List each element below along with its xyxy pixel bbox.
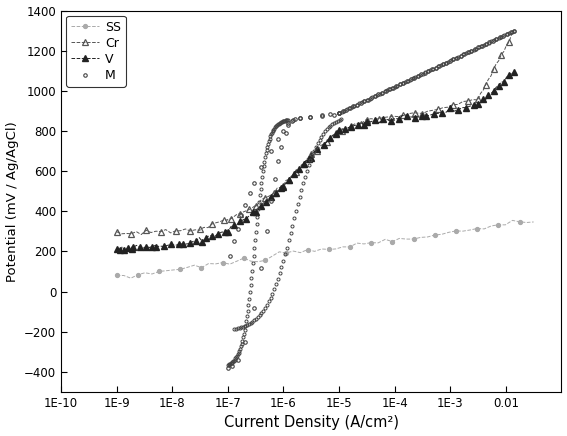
V bbox=[511, 70, 518, 75]
Cr bbox=[225, 217, 231, 222]
Cr bbox=[511, 27, 518, 33]
Cr bbox=[138, 232, 145, 237]
SS bbox=[262, 258, 269, 263]
M bbox=[475, 45, 482, 50]
Legend: SS, Cr, V, M: SS, Cr, V, M bbox=[66, 16, 126, 87]
Y-axis label: Potential (mV / Ag/AgCl): Potential (mV / Ag/AgCl) bbox=[6, 121, 19, 282]
SS bbox=[113, 273, 120, 278]
M bbox=[339, 109, 346, 114]
M bbox=[472, 47, 479, 52]
V bbox=[113, 246, 120, 252]
V bbox=[130, 246, 137, 252]
M bbox=[307, 114, 314, 119]
Cr bbox=[429, 108, 436, 113]
Line: M: M bbox=[226, 29, 516, 370]
SS bbox=[128, 276, 134, 281]
V bbox=[240, 217, 247, 222]
Cr bbox=[336, 127, 342, 132]
V bbox=[455, 107, 462, 112]
X-axis label: Current Density (A/cm²): Current Density (A/cm²) bbox=[224, 416, 399, 430]
M bbox=[331, 112, 337, 118]
V bbox=[115, 246, 122, 251]
SS bbox=[509, 218, 516, 223]
M bbox=[225, 365, 231, 371]
M bbox=[511, 28, 518, 33]
Cr bbox=[246, 207, 253, 212]
V bbox=[117, 248, 124, 253]
Line: SS: SS bbox=[115, 218, 536, 280]
Line: V: V bbox=[114, 69, 517, 253]
SS bbox=[530, 219, 537, 225]
SS bbox=[382, 237, 388, 242]
SS bbox=[240, 255, 247, 261]
Cr bbox=[503, 43, 510, 48]
V bbox=[467, 103, 473, 109]
Line: Cr: Cr bbox=[113, 27, 517, 238]
V bbox=[496, 83, 502, 88]
SS bbox=[191, 262, 198, 268]
Cr bbox=[113, 229, 120, 235]
Cr bbox=[383, 114, 390, 119]
M bbox=[400, 80, 407, 85]
SS bbox=[255, 259, 261, 264]
SS bbox=[226, 262, 233, 267]
